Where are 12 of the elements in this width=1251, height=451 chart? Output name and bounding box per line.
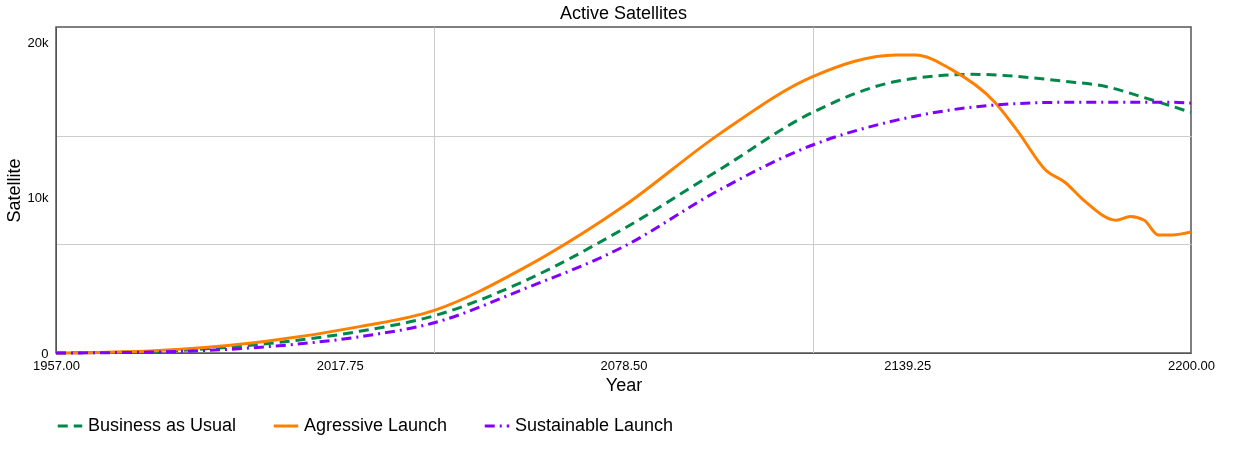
y-tick-label: 10k: [27, 190, 49, 206]
x-tick-label: 2017.75: [316, 357, 364, 373]
x-axis-title: Year: [605, 374, 643, 395]
legend-label: Business as Usual: [88, 415, 237, 435]
x-tick-label: 2078.50: [600, 357, 648, 373]
x-tick-label: 2200.00: [1168, 357, 1215, 373]
chart-title: Active Satellites: [559, 3, 688, 23]
x-tick-label: 2139.25: [884, 357, 932, 373]
legend-label: Sustainable Launch: [515, 415, 674, 435]
y-tick-label: 20k: [27, 35, 49, 51]
legend-label: Agressive Launch: [304, 415, 448, 435]
y-axis-title: Satellite: [3, 158, 24, 223]
